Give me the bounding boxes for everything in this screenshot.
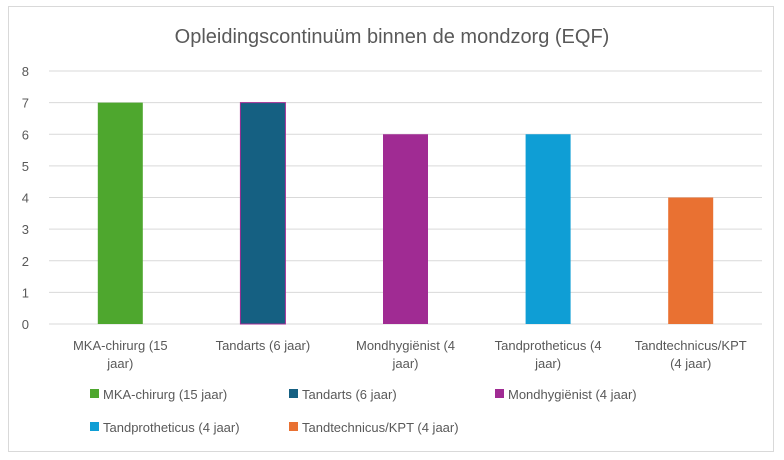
x-axis-category-labels: MKA-chirurg (15 jaar) Tandarts (6 jaar) Mon… bbox=[73, 338, 747, 371]
legend-swatch bbox=[90, 389, 99, 398]
y-tick-label: 4 bbox=[22, 191, 29, 206]
y-tick-label: 8 bbox=[22, 64, 29, 79]
x-category-label: Tandprotheticus (4 bbox=[495, 338, 602, 353]
x-category-label: (4 jaar) bbox=[670, 356, 711, 371]
y-tick-label: 1 bbox=[22, 285, 29, 300]
y-tick-label: 6 bbox=[22, 127, 29, 142]
bar bbox=[97, 102, 143, 324]
x-category-label: jaar) bbox=[534, 356, 561, 371]
legend-swatch bbox=[495, 389, 504, 398]
x-category-label: Tandtechnicus/KPT bbox=[635, 338, 747, 353]
legend-swatch bbox=[289, 389, 298, 398]
chart-frame: Opleidingscontinuüm binnen de mondzorg (… bbox=[8, 6, 774, 452]
y-tick-label: 2 bbox=[22, 254, 29, 269]
bar bbox=[525, 134, 571, 324]
bars bbox=[97, 102, 714, 325]
chart-title: Opleidingscontinuüm binnen de mondzorg (… bbox=[175, 26, 610, 48]
x-category-label: Tandarts (6 jaar) bbox=[216, 338, 311, 353]
x-category-label: jaar) bbox=[391, 356, 418, 371]
bar bbox=[668, 197, 714, 324]
bar bbox=[383, 134, 428, 324]
legend-swatch bbox=[90, 422, 99, 431]
y-tick-label: 5 bbox=[22, 159, 29, 174]
y-tick-label: 0 bbox=[22, 317, 29, 332]
y-axis-ticks: 0 1 2 3 4 5 6 7 8 bbox=[22, 64, 29, 332]
x-category-label: Mondhygiënist (4 bbox=[356, 338, 455, 353]
bar-chart: Opleidingscontinuüm binnen de mondzorg (… bbox=[22, 26, 762, 435]
legend: MKA-chirurg (15 jaar) Tandarts (6 jaar) Mo… bbox=[90, 387, 637, 435]
y-tick-label: 3 bbox=[22, 222, 29, 237]
bar bbox=[239, 102, 286, 325]
legend-label: Tandprotheticus (4 jaar) bbox=[103, 420, 240, 435]
y-tick-label: 7 bbox=[22, 96, 29, 111]
x-category-label: jaar) bbox=[106, 356, 133, 371]
legend-label: Mondhygiënist (4 jaar) bbox=[508, 387, 637, 402]
legend-swatch bbox=[289, 422, 298, 431]
legend-label: Tandarts (6 jaar) bbox=[302, 387, 397, 402]
legend-label: Tandtechnicus/KPT (4 jaar) bbox=[302, 420, 459, 435]
legend-label: MKA-chirurg (15 jaar) bbox=[103, 387, 227, 402]
x-category-label: MKA-chirurg (15 bbox=[73, 338, 168, 353]
